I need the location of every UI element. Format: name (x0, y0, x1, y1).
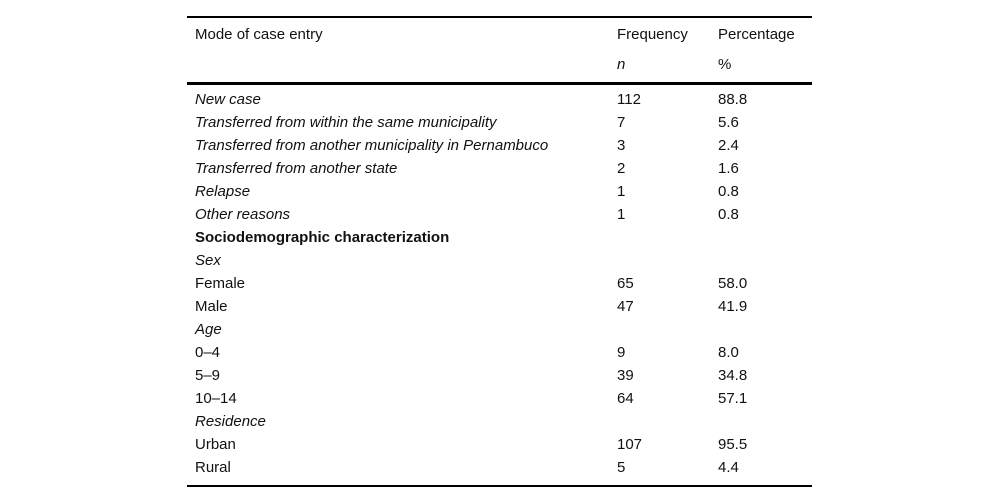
subsection-label: Sex (195, 252, 221, 269)
table-row-other-reasons: Other reasons 1 0.8 (187, 203, 812, 226)
table-row-new-case: New case 112 88.8 (187, 88, 812, 111)
row-percentage: 95.5 (718, 436, 748, 453)
row-percentage: 8.0 (718, 344, 739, 361)
table-header: Mode of case entry Frequency Percentage … (187, 18, 812, 82)
row-frequency: 2 (617, 160, 626, 177)
row-percentage: 0.8 (718, 206, 739, 223)
row-percentage: 4.4 (718, 459, 739, 476)
row-label: 10–14 (195, 390, 237, 407)
row-label: Rural (195, 459, 231, 476)
row-frequency: 39 (617, 367, 634, 384)
subsection-label: Residence (195, 413, 266, 430)
row-frequency: 65 (617, 275, 634, 292)
row-label: Relapse (195, 183, 251, 200)
row-label: Female (195, 275, 246, 292)
section-label: Sociodemographic characterization (195, 229, 450, 246)
row-frequency: 3 (617, 137, 626, 154)
row-frequency: 64 (617, 390, 634, 407)
table-row-age-5-9: 5–9 39 34.8 (187, 364, 812, 387)
subsection-label: Age (195, 321, 222, 338)
table-row-age-0-4: 0–4 9 8.0 (187, 341, 812, 364)
table-top-rule (187, 16, 812, 18)
row-percentage: 2.4 (718, 137, 739, 154)
row-label: Male (195, 298, 228, 315)
row-percentage: 34.8 (718, 367, 748, 384)
row-frequency: 5 (617, 459, 626, 476)
row-frequency: 47 (617, 298, 634, 315)
header-unit-n: n (617, 56, 626, 73)
row-percentage: 5.6 (718, 114, 739, 131)
header-unit-percent: % (718, 56, 732, 73)
row-percentage: 0.8 (718, 183, 739, 200)
row-percentage: 58.0 (718, 275, 748, 292)
row-frequency: 1 (617, 183, 626, 200)
header-percentage: Percentage (718, 26, 795, 43)
row-label: Other reasons (195, 206, 291, 223)
section-heading-sociodemographic: Sociodemographic characterization (187, 226, 812, 249)
row-label: Transferred from another municipality in… (195, 137, 549, 154)
table-row-male: Male 47 41.9 (187, 295, 812, 318)
row-frequency: 7 (617, 114, 626, 131)
table-bottom-rule (187, 485, 812, 487)
table-header-rule (187, 82, 812, 85)
table-row-rural: Rural 5 4.4 (187, 456, 812, 479)
row-frequency: 112 (617, 91, 641, 108)
row-frequency: 1 (617, 206, 626, 223)
row-label: Urban (195, 436, 236, 453)
row-label: 0–4 (195, 344, 221, 361)
row-percentage: 88.8 (718, 91, 748, 108)
header-mode-of-case-entry: Mode of case entry (195, 26, 323, 43)
row-percentage: 41.9 (718, 298, 748, 315)
header-units-row: n % (187, 50, 812, 80)
table-row-urban: Urban 107 95.5 (187, 433, 812, 456)
table-body: New case 112 88.8 Transferred from withi… (187, 85, 812, 485)
subsection-residence: Residence (187, 410, 812, 433)
row-label: 5–9 (195, 367, 221, 384)
row-label: Transferred from within the same municip… (195, 114, 497, 131)
table-row-female: Female 65 58.0 (187, 272, 812, 295)
row-label: New case (195, 91, 261, 108)
table-row-age-10-14: 10–14 64 57.1 (187, 387, 812, 410)
table-row-transferred-other-municipality: Transferred from another municipality in… (187, 134, 812, 157)
statistics-table: Mode of case entry Frequency Percentage … (187, 16, 812, 487)
subsection-sex: Sex (187, 249, 812, 272)
row-frequency: 9 (617, 344, 626, 361)
row-frequency: 107 (617, 436, 643, 453)
subsection-age: Age (187, 318, 812, 341)
row-percentage: 57.1 (718, 390, 748, 407)
table-row-relapse: Relapse 1 0.8 (187, 180, 812, 203)
header-frequency: Frequency (617, 26, 688, 43)
row-label: Transferred from another state (195, 160, 398, 177)
table-row-transferred-other-state: Transferred from another state 2 1.6 (187, 157, 812, 180)
header-row: Mode of case entry Frequency Percentage (187, 20, 812, 50)
table-row-transferred-same-municipality: Transferred from within the same municip… (187, 111, 812, 134)
row-percentage: 1.6 (718, 160, 739, 177)
